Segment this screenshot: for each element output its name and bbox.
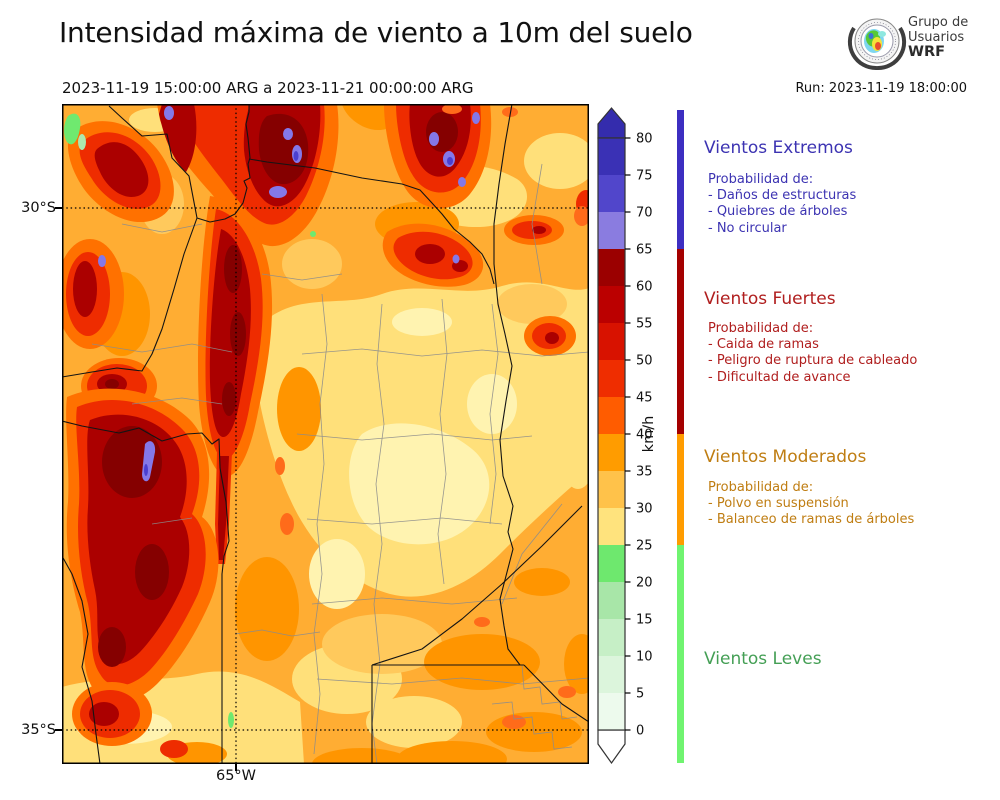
logo-caption-wrf: WRF [908,44,946,60]
lon-label-65w: 65°W [215,768,257,784]
colorbar-segment [598,323,625,360]
colorbar-segment [598,249,625,286]
colorbar-tick-label: 65 [636,243,653,258]
logo-ring-text [858,22,896,60]
colorbar-over-arrow [597,107,626,139]
category-color-bar [677,0,684,800]
colorbar-tick-label: 35 [636,465,653,480]
colorbar-segment [598,212,625,249]
legend-detail-line: - Quiebres de árboles [708,204,848,220]
colorbar-tick-label: 25 [636,539,653,554]
lat-tick-35s [55,729,62,731]
legend-title-leves: Vientos Leves [704,649,822,669]
colorbar-segment [598,619,625,656]
lat-label-35s: 35°S [21,722,56,738]
colorbar-segment [598,582,625,619]
legend-detail-line: - Peligro de ruptura de cableado [708,353,918,369]
map-frame [62,104,589,764]
department-borders [91,163,589,764]
colorbar-tick-label: 75 [636,169,653,184]
colorbar-tick-label: 45 [636,391,653,406]
legend-detail-line: Probabilidad de: [708,321,814,336]
colorbar-tick-label: 30 [636,502,653,517]
lon-tick-65w [235,764,237,771]
colorbar-tick-label: 80 [636,132,653,147]
colorbar-segments [598,138,625,730]
legend-detail-line: Probabilidad de: [708,480,814,495]
province-borders [62,104,589,764]
logo-map-lightcyan [878,31,886,37]
colorbar-segment [598,693,625,730]
legend-detail-line: - Balanceo de ramas de árboles [708,512,915,528]
colorbar-segment [598,175,625,212]
legend-detail-line: - Dificultad de avance [708,369,851,385]
colorbar-ticks: 0 5 10 15 20 25 30 35 40 45 50 55 60 65 70 75 80 [625,132,653,739]
lat-label-30s: 30°S [21,200,56,216]
colorbar-tick-label: 15 [636,613,653,628]
wind-contours-red-systems [62,104,589,758]
colorbar-segment [598,397,625,434]
legend-detail-line: Probabilidad de: [708,172,814,187]
page-title: Intensidad máxima de viento a 10m del su… [59,16,693,49]
colorbar-tick-label: 20 [636,576,653,591]
wind-contours-extreme-blue-spots [98,106,480,482]
colorbar: 0 5 10 15 20 25 30 35 40 45 50 55 60 65 70 75 80 km/h [597,107,657,765]
logo-caption: Grupo de Usuarios WRF [908,15,968,60]
colorbar-under-arrow [597,729,626,765]
legend-details-moderados: Probabilidad de: - Polvo en suspensión - B… [708,480,914,529]
colorbar-segment [598,360,625,397]
category-bar-vientos-moderados [677,434,684,545]
legend-details-fuertes: Probabilidad de: - Caida de ramas - Peligr… [708,321,917,386]
colorbar-segment [598,471,625,508]
colorbar-segment [598,508,625,545]
logo-wreath-right [876,26,907,71]
legend-detail-line: - Caida de ramas [708,337,819,353]
legend-title-moderados: Vientos Moderados [704,447,867,467]
colorbar-tick-label: 50 [636,354,653,369]
category-bar-vientos-extremos [677,110,684,249]
colorbar-segment [598,434,625,471]
wind-map [62,104,589,764]
colorbar-tick-label: 55 [636,317,653,332]
legend-detail-line: - No circular [708,220,787,236]
category-bar-vientos-leves [677,545,684,763]
colorbar-segment [598,545,625,582]
wrf-logo [847,18,907,71]
legend-title-extremos: Vientos Extremos [704,138,853,158]
logo-map-blue [868,33,874,39]
colorbar-tick-label: 60 [636,280,653,295]
wind-contours-green-spots [64,113,316,728]
colorbar-tick-label: 70 [636,206,653,221]
colorbar-unit-label: km/h [641,416,657,453]
forecast-period-label: 2023-11-19 15:00:00 ARG a 2023-11-21 00:… [62,79,474,97]
colorbar-segment [598,138,625,175]
legend-title-fuertes: Vientos Fuertes [704,289,836,309]
logo-wreath-left [847,26,878,71]
legend-detail-line: - Daños de estructuras [708,188,857,204]
colorbar-segment [598,286,625,323]
colorbar-tick-label: 5 [636,687,644,702]
colorbar-tick-label: 0 [636,724,644,739]
graticule-dotted-lines [62,104,589,764]
lat-tick-30s [55,207,62,209]
category-bar-vientos-fuertes [677,249,684,434]
map-panel [62,104,589,764]
colorbar-tick-label: 40 [636,428,653,443]
logo-caption-line2: Usuarios [908,30,965,45]
logo-caption-line1: Grupo de [908,15,969,30]
model-run-label: Run: 2023-11-19 18:00:00 [795,81,967,96]
legend-detail-line: - Polvo en suspensión [708,496,849,512]
colorbar-segment [598,656,625,693]
colorbar-tick-label: 10 [636,650,653,665]
legend-details-extremos: Probabilidad de: - Daños de estructuras - … [708,172,856,237]
logo-map-red [875,42,881,50]
wind-contours-dark-orange [72,104,589,764]
